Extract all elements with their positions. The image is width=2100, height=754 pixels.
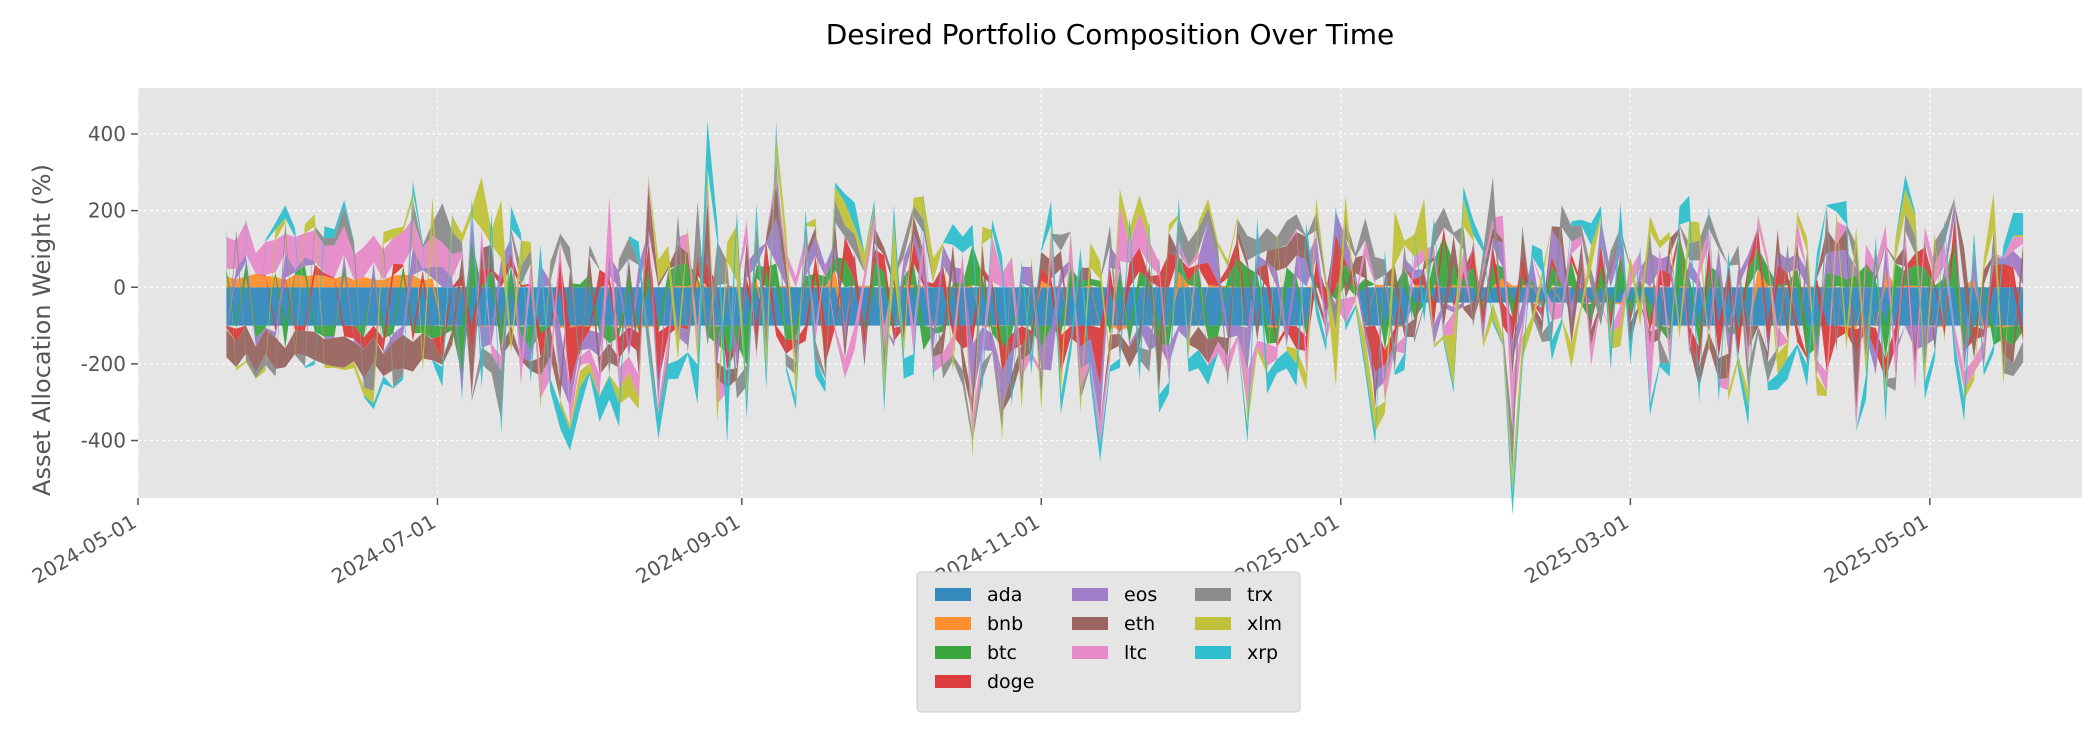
legend-label-eth: eth: [1124, 613, 1155, 635]
legend-swatch-xrp: [1195, 646, 1231, 659]
legend-label-eos: eos: [1124, 584, 1157, 606]
legend-label-ltc: ltc: [1124, 642, 1147, 664]
area-series-ltc: [226, 171, 2024, 445]
legend-swatch-ada: [935, 588, 971, 601]
legend-swatch-xlm: [1195, 617, 1231, 630]
y-tick-label: 0: [113, 275, 126, 299]
legend-swatch-btc: [935, 646, 971, 659]
legend-swatch-eth: [1072, 617, 1108, 630]
area-series-doge: [226, 218, 2024, 386]
legend-swatch-trx: [1195, 588, 1231, 601]
legend: ada bnb btc doge eos eth ltc trx xlm xrp: [916, 571, 1301, 713]
x-tick-label: 2025-05-01: [1820, 510, 1933, 589]
y-tick-label: -400: [81, 429, 126, 453]
area-series-eth: [226, 183, 2024, 425]
legend-label-xlm: xlm: [1247, 613, 1282, 635]
area-series-bnb: [226, 268, 2024, 331]
chart-title: Desired Portfolio Composition Over Time: [826, 18, 1395, 51]
x-tick-label: 2024-07-01: [327, 510, 440, 589]
legend-box: [916, 571, 1301, 713]
legend-swatch-bnb: [935, 617, 971, 630]
legend-swatch-ltc: [1072, 646, 1108, 659]
legend-label-bnb: bnb: [987, 613, 1023, 635]
legend-label-doge: doge: [987, 671, 1034, 693]
legend-label-ada: ada: [987, 584, 1022, 606]
x-tick-label: 2024-05-01: [28, 510, 141, 589]
legend-label-btc: btc: [987, 642, 1017, 664]
y-tick-label: 400: [88, 122, 126, 146]
x-tick-label: 2024-09-01: [632, 510, 745, 589]
y-tick-label: -200: [81, 352, 126, 376]
legend-label-xrp: xrp: [1247, 642, 1278, 664]
x-tick-label: 2025-03-01: [1520, 510, 1633, 589]
y-tick-label: 200: [88, 199, 126, 223]
legend-swatch-doge: [935, 675, 971, 688]
area-series-trx: [226, 155, 2024, 473]
legend-swatch-eos: [1072, 588, 1108, 601]
legend-label-trx: trx: [1247, 584, 1273, 606]
y-axis-label: Asset Allocation Weight (%): [28, 164, 56, 496]
